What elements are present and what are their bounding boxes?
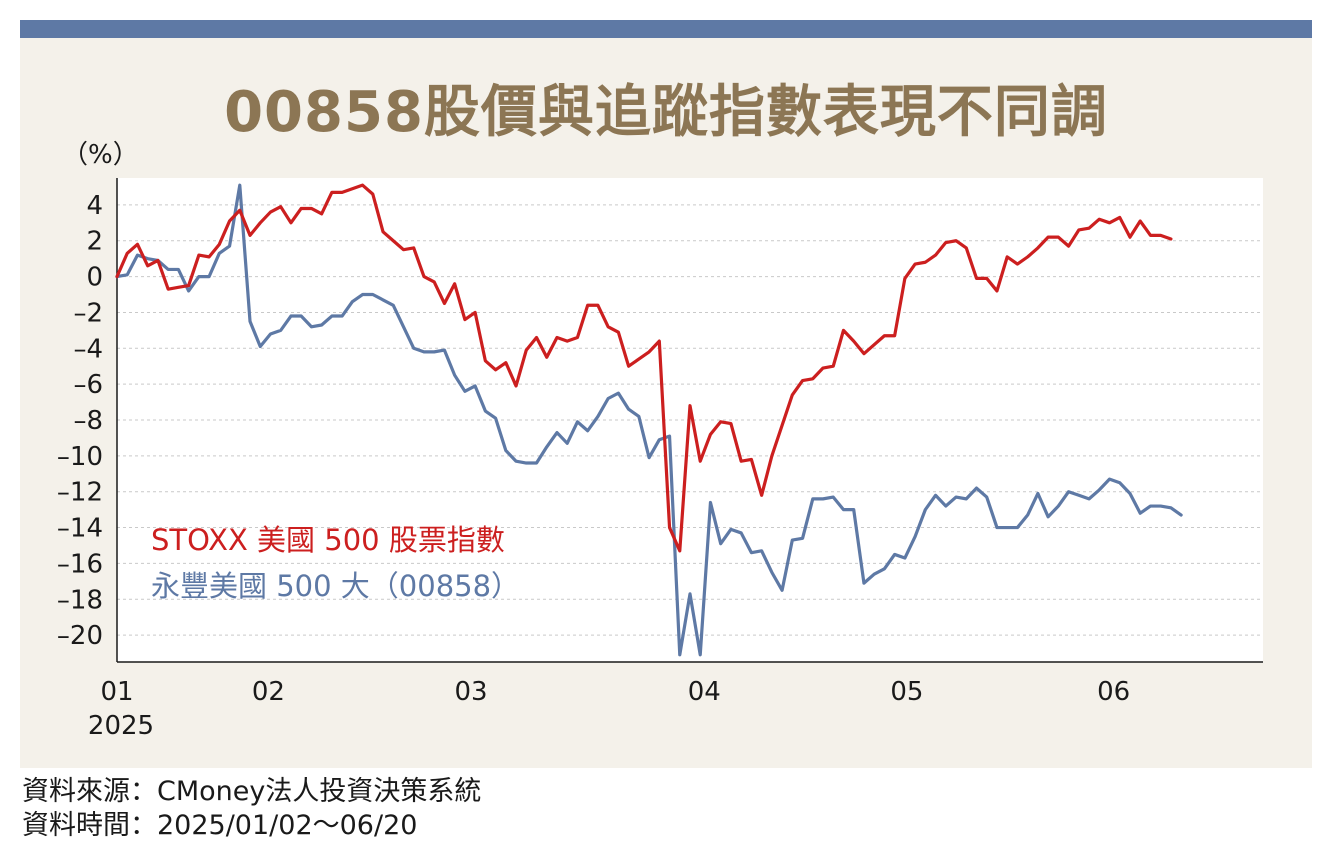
source-note: 資料來源：CMoney法人投資決策系統 — [22, 776, 482, 807]
y-tick-label: 2 — [86, 227, 103, 257]
axes — [116, 178, 1263, 663]
series-line-2 — [115, 183, 1183, 657]
y-tick-label: –8 — [73, 406, 103, 436]
top-accent-bar — [20, 20, 1312, 38]
x-tick-label: 06 — [1097, 677, 1130, 707]
series-line-1 — [115, 183, 1173, 553]
y-tick-label: –20 — [57, 621, 103, 651]
x-tick-label: 05 — [890, 677, 923, 707]
x-tick-label: 03 — [454, 677, 487, 707]
x-tick-sublabel: 2025 — [88, 711, 154, 741]
x-tick-label: 04 — [688, 677, 721, 707]
y-axis-label: （%） — [62, 140, 139, 170]
y-axis-ticks: 4 2 0 –2 –4 –6 –8 –10 –12 –14 –16 –18 –20 — [57, 191, 103, 651]
y-tick-label: –14 — [57, 514, 103, 544]
x-tick-label: 01 — [100, 677, 133, 707]
y-tick-label: –2 — [73, 298, 103, 328]
y-tick-label: –18 — [57, 585, 103, 615]
period-note: 資料時間：2025/01/02～06/20 — [22, 810, 418, 841]
x-axis-ticks: 01 2025 02 03 04 05 06 — [88, 677, 1130, 741]
y-tick-label: –16 — [57, 549, 103, 579]
y-tick-label: 4 — [86, 191, 103, 221]
chart-title: 00858股價與追蹤指數表現不同調 — [224, 80, 1108, 145]
legend-entry-2: 永豐美國 500 大（00858） — [151, 569, 520, 603]
y-tick-label: –6 — [73, 370, 103, 400]
legend-entry-1: STOXX 美國 500 股票指數 — [151, 523, 505, 557]
y-tick-label: –12 — [57, 478, 103, 508]
y-tick-label: 0 — [86, 263, 103, 293]
series-lines — [115, 183, 1183, 657]
y-tick-label: –4 — [73, 334, 103, 364]
x-tick-label: 02 — [252, 677, 285, 707]
y-tick-label: –10 — [57, 442, 103, 472]
